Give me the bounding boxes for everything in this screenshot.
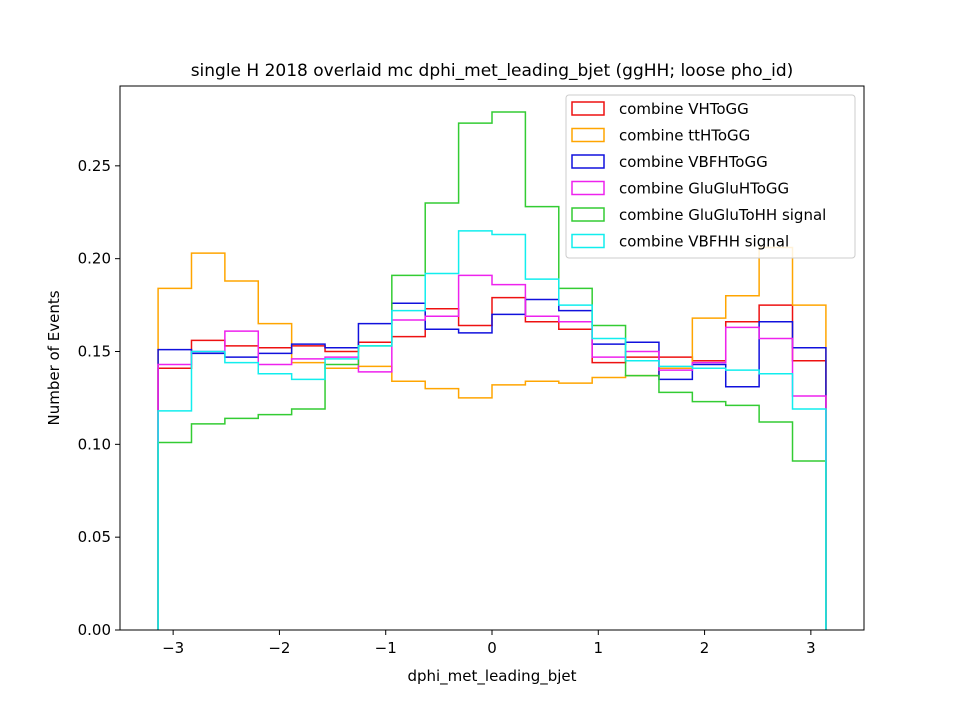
x-tick-label: 0: [487, 639, 497, 657]
series-line-1: [157, 246, 827, 630]
series-line-4: [157, 111, 827, 630]
x-axis: −3 −2 −1 0 1 2 3: [162, 630, 816, 657]
y-tick-label: 0.00: [78, 621, 111, 639]
y-tick-label: 0.15: [78, 343, 111, 361]
legend-label-2: combine VBFHToGG: [619, 153, 768, 171]
x-tick-label: −2: [268, 639, 290, 657]
series-line-5: [157, 230, 827, 630]
legend-label-0: combine VHToGG: [619, 100, 749, 118]
y-tick-label: 0.25: [78, 157, 111, 175]
legend-label-3: combine GluGluHToGG: [619, 180, 789, 198]
legend-label-5: combine VBFHH signal: [619, 233, 789, 251]
series-line-3: [157, 274, 827, 630]
legend-swatch-2: [571, 154, 605, 169]
legend-swatch-4: [571, 207, 605, 222]
legend-swatch-5: [571, 233, 605, 249]
legend-swatch-3: [571, 180, 605, 196]
legend-label-4: combine GluGluToHH signal: [619, 206, 826, 224]
x-tick-label: 2: [700, 639, 710, 657]
legend-swatch-1: [571, 127, 605, 143]
x-tick-label: 3: [806, 639, 816, 657]
y-tick-label: 0.10: [78, 435, 111, 453]
y-axis: 0.00 0.05 0.10 0.15 0.20 0.25: [78, 157, 120, 639]
x-tick-label: −3: [162, 639, 184, 657]
chart-title: single H 2018 overlaid mc dphi_met_leadi…: [191, 61, 794, 81]
y-axis-label: Number of Events: [45, 290, 63, 425]
x-tick-label: −1: [375, 639, 397, 657]
x-axis-label: dphi_met_leading_bjet: [407, 667, 576, 686]
legend-swatch-0: [571, 101, 605, 116]
legend-box: [565, 94, 856, 259]
y-tick-label: 0.20: [78, 250, 111, 268]
y-tick-label: 0.05: [78, 528, 111, 546]
x-tick-label: 1: [594, 639, 604, 657]
legend-label-1: combine ttHToGG: [619, 127, 750, 145]
legend: combine VHToGG combine ttHToGG combine VBF…: [565, 94, 856, 259]
